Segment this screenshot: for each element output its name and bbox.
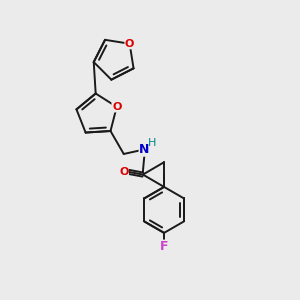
Text: H: H bbox=[148, 138, 157, 148]
Text: O: O bbox=[119, 167, 128, 177]
Text: F: F bbox=[160, 240, 168, 253]
Text: N: N bbox=[139, 143, 150, 156]
Text: O: O bbox=[125, 39, 134, 49]
Text: O: O bbox=[112, 102, 122, 112]
